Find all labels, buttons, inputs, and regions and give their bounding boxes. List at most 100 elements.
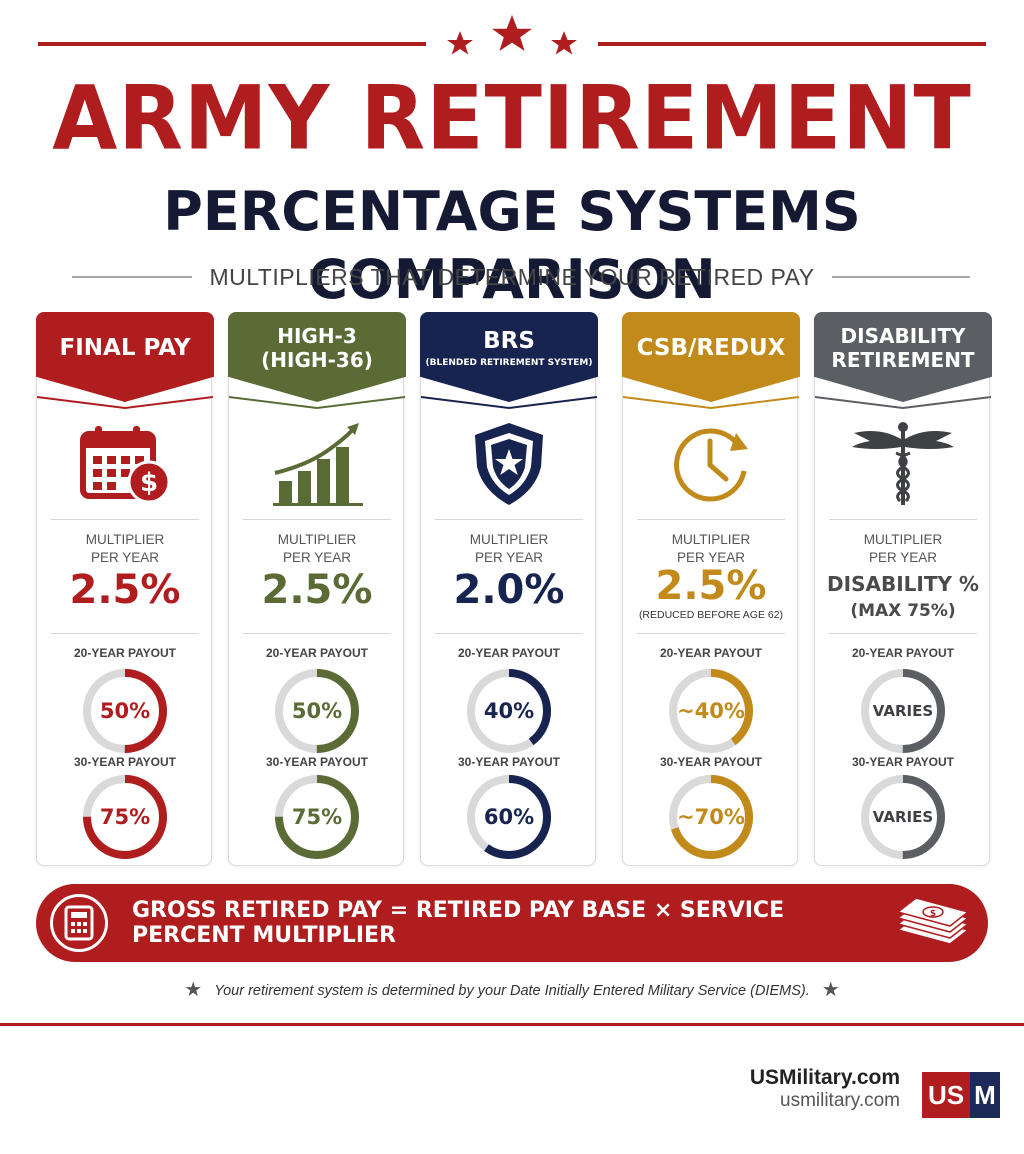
brand-url: usmilitary.com	[780, 1090, 900, 1111]
divider	[829, 519, 977, 520]
ring-fill	[83, 669, 167, 753]
multiplier-label: MULTIPLIER PER YEAR	[469, 532, 549, 565]
card-title: CSB/REDUX	[636, 335, 786, 361]
tagline-rule-right	[832, 276, 970, 278]
payout-20-value: ~40%	[677, 699, 745, 723]
payout-20-value: 50%	[291, 699, 343, 723]
card-high-3: HIGH-3 (HIGH-36) MULTIPLIER PER YEAR 2.5%…	[228, 312, 406, 866]
bottom-rule	[0, 1023, 1024, 1026]
payout-30-ring: 75%	[271, 771, 363, 863]
brand-name: USMilitary.com	[749, 1066, 900, 1089]
header-chevron-line	[37, 396, 213, 409]
bar-chart-growth-icon	[257, 418, 377, 510]
header-chevron-line	[421, 396, 597, 409]
divider	[637, 633, 785, 634]
payout-30-value: 60%	[483, 805, 535, 829]
payout-30-label: 30-YEAR PAYOUT	[457, 755, 561, 769]
payout-30-label: 30-YEAR PAYOUT	[659, 755, 763, 769]
card-title: BRS	[483, 328, 535, 354]
multiplier-value: DISABILITY % (MAX 75%)	[827, 572, 979, 621]
card-disability-retirement: DISABILITY RETIREMENT MULTIPLIER PER YEAR…	[814, 312, 992, 866]
payout-30-ring: 60%	[463, 771, 555, 863]
page-subtitle: PERCENTAGE SYSTEMS COMPARISON	[163, 180, 861, 311]
multiplier-label: MULTIPLIER PER YEAR	[85, 532, 165, 565]
header-chevron-line	[623, 396, 799, 409]
payout-20-label: 20-YEAR PAYOUT	[265, 646, 369, 660]
card-final-pay: FINAL PAY $ MULTIPLIER PER YEAR 2.5% 20-Y…	[36, 312, 214, 866]
star-icon: ★	[821, 979, 840, 1001]
card-header: BRS (BLENDED RETIREMENT SYSTEM)	[420, 312, 598, 402]
payout-30-ring: 75%	[79, 771, 171, 863]
clock-arrow-icon	[651, 418, 771, 510]
payout-20-label: 20-YEAR PAYOUT	[73, 646, 177, 660]
payout-ring-graphic	[861, 669, 945, 753]
star-icon: ★	[184, 979, 203, 1001]
ring-fill	[467, 775, 551, 859]
card-brs: BRS (BLENDED RETIREMENT SYSTEM) MULTIPLI…	[420, 312, 598, 866]
payout-ring-graphic	[275, 775, 359, 859]
payout-ring-graphic	[83, 775, 167, 859]
payout-ring-graphic	[275, 669, 359, 753]
payout-30-ring: VARIES	[857, 771, 949, 863]
calculator-icon	[50, 894, 108, 952]
tagline-row: MULTIPLIERS THAT DETERMINE YOUR RETIRED …	[0, 262, 1024, 292]
payout-20-label: 20-YEAR PAYOUT	[457, 646, 561, 660]
top-rule-right	[598, 42, 986, 46]
multiplier-value: 2.5%	[261, 567, 373, 613]
formula-text: GROSS RETIRED PAY = RETIRED PAY BASE × S…	[132, 898, 785, 948]
payout-30-label: 30-YEAR PAYOUT	[265, 755, 369, 769]
tagline: MULTIPLIERS THAT DETERMINE YOUR RETIRED …	[209, 264, 815, 290]
stars-icon	[447, 15, 577, 55]
payout-20-ring: 40%	[463, 665, 555, 757]
card-title: FINAL PAY	[59, 335, 191, 361]
multiplier-label: MULTIPLIER PER YEAR	[671, 532, 751, 565]
card-title: HIGH-3	[277, 324, 357, 348]
payout-ring-graphic	[83, 669, 167, 753]
top-rule-left	[38, 42, 426, 46]
header-chevron-line	[815, 396, 991, 409]
card-header: HIGH-3 (HIGH-36)	[228, 312, 406, 402]
payout-20-ring: 50%	[271, 665, 363, 757]
multiplier-value: 2.5%	[655, 563, 767, 609]
divider	[435, 633, 583, 634]
card-header: CSB/REDUX	[622, 312, 800, 402]
ring-fill	[669, 669, 753, 753]
payout-ring-graphic	[467, 775, 551, 859]
money-stack-icon: $	[892, 896, 972, 952]
multiplier-label: MULTIPLIER PER YEAR	[863, 532, 943, 565]
payout-20-value: VARIES	[872, 702, 934, 720]
payout-ring-graphic	[669, 669, 753, 753]
payout-30-value: 75%	[99, 805, 151, 829]
divider	[829, 633, 977, 634]
card-header: DISABILITY RETIREMENT	[814, 312, 992, 402]
payout-30-ring: ~70%	[665, 771, 757, 863]
payout-20-value: 50%	[99, 699, 151, 723]
payout-ring-graphic	[669, 775, 753, 859]
page-title: ARMY RETIREMENT	[52, 66, 972, 170]
svg-text:$: $	[930, 909, 936, 919]
payout-30-value: VARIES	[872, 808, 934, 826]
payout-20-label: 20-YEAR PAYOUT	[851, 646, 955, 660]
multiplier-note: (REDUCED BEFORE AGE 62)	[638, 609, 784, 621]
divider	[637, 519, 785, 520]
ring-fill	[467, 669, 551, 753]
payout-20-label: 20-YEAR PAYOUT	[659, 646, 763, 660]
ring-fill	[275, 669, 359, 753]
card-title-sub: (HIGH-36)	[261, 348, 373, 372]
footnote: ★ Your retirement system is determined by…	[0, 976, 1024, 1004]
card-csb-redux: CSB/REDUX MULTIPLIER PER YEAR 2.5% (REDUC…	[622, 312, 800, 866]
usm-logo: US M	[922, 1072, 1000, 1118]
multiplier-value: 2.0%	[453, 567, 565, 613]
payout-30-value: 75%	[291, 805, 343, 829]
card-title-sub: (BLENDED RETIREMENT SYSTEM)	[425, 358, 593, 368]
payout-20-value: 40%	[483, 699, 535, 723]
multiplier-label: MULTIPLIER PER YEAR	[277, 532, 357, 565]
footnote-text: Your retirement system is determined by …	[214, 983, 810, 999]
payout-ring-graphic	[467, 669, 551, 753]
ring-fill	[861, 669, 945, 753]
formula-banner: GROSS RETIRED PAY = RETIRED PAY BASE × S…	[36, 884, 988, 962]
caduceus-icon	[843, 418, 963, 510]
multiplier-value: 2.5%	[69, 567, 181, 613]
divider	[243, 633, 391, 634]
card-title-sub: RETIREMENT	[831, 348, 975, 372]
